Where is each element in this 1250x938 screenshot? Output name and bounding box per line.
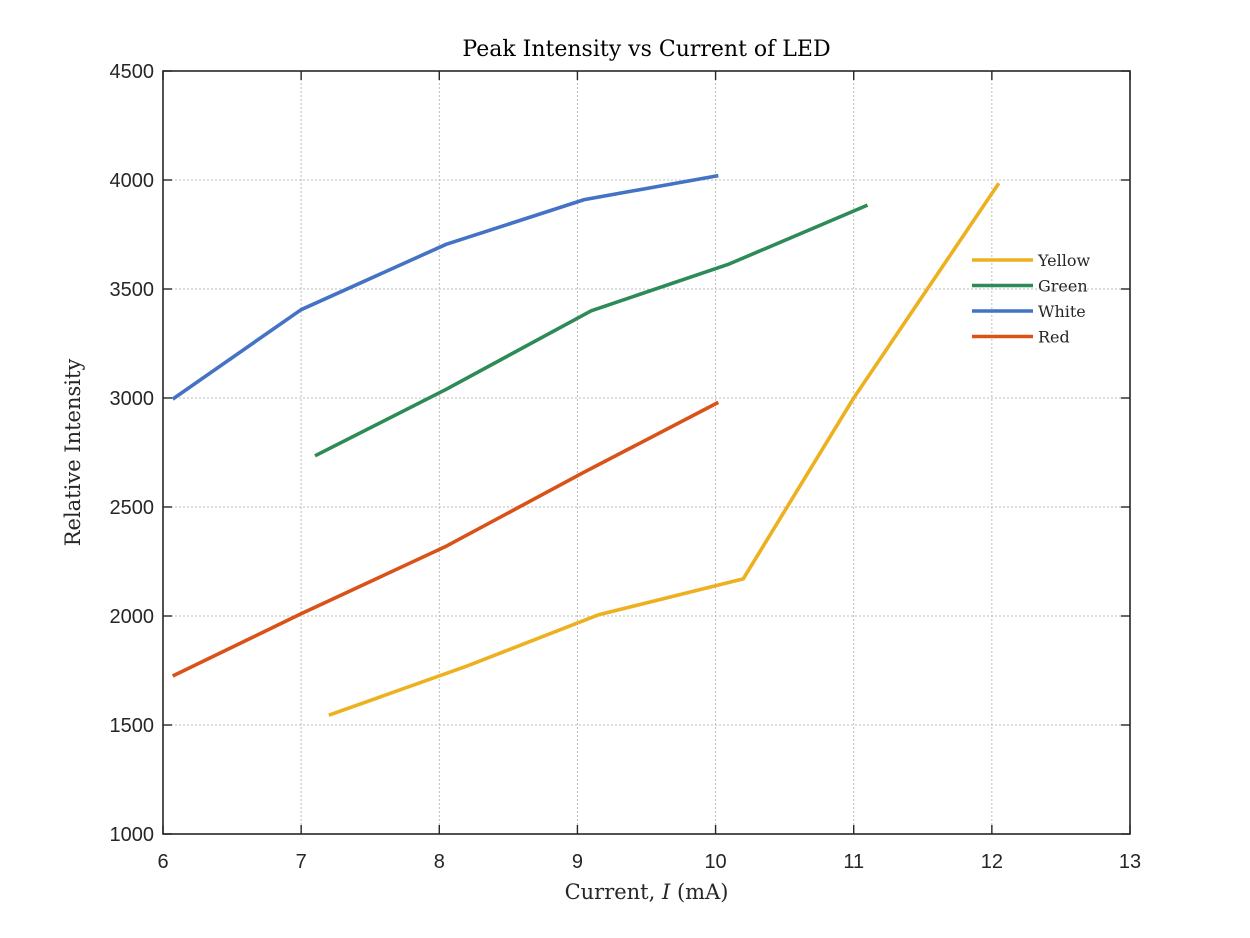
legend-label-white: White (1038, 302, 1086, 321)
axis-ticks: 6 7 8 9 10 11 12 13 1000 1500 2000 2500 3000 3500 4000… (110, 61, 1142, 873)
y-tick-label: 4000 (110, 170, 155, 192)
y-tick-label: 2000 (110, 606, 155, 628)
series-lines (171, 173, 1001, 717)
x-tick-label: 7 (296, 851, 307, 873)
y-tick-label: 3000 (110, 388, 155, 410)
x-tick-label: 8 (434, 851, 445, 873)
legend-label-yellow: Yellow (1037, 251, 1091, 270)
x-tick-label: 6 (157, 851, 168, 873)
legend: Yellow Green White Red (972, 251, 1091, 347)
grid-lines (163, 71, 1130, 834)
x-axis-label-unit: (mA) (670, 880, 728, 904)
x-tick-label: 11 (843, 851, 864, 873)
y-tick-label: 3500 (110, 279, 155, 301)
y-tick-label: 1500 (110, 715, 155, 737)
y-tick-label: 4500 (110, 61, 155, 83)
plot-frame (162, 70, 1131, 835)
chart-title: Peak Intensity vs Current of LED (462, 37, 830, 62)
x-tick-label: 13 (1119, 851, 1141, 873)
x-tick-label: 10 (704, 851, 726, 873)
x-axis-label: Current, I (mA) (565, 880, 729, 904)
series-line-red (171, 400, 720, 678)
x-axis-label-variable: I (661, 880, 671, 904)
x-tick-label: 12 (981, 851, 1003, 873)
legend-label-green: Green (1038, 277, 1088, 296)
x-axis-label-text: Current, (565, 880, 662, 904)
legend-label-red: Red (1038, 328, 1070, 347)
x-tick-label: 9 (572, 851, 583, 873)
y-tick-label: 1000 (110, 824, 155, 846)
series-line-white (171, 173, 719, 401)
y-axis-label: Relative Intensity (61, 359, 85, 547)
y-tick-label: 2500 (110, 497, 155, 519)
series-line-green (314, 203, 869, 458)
series-line-yellow (328, 182, 1001, 717)
